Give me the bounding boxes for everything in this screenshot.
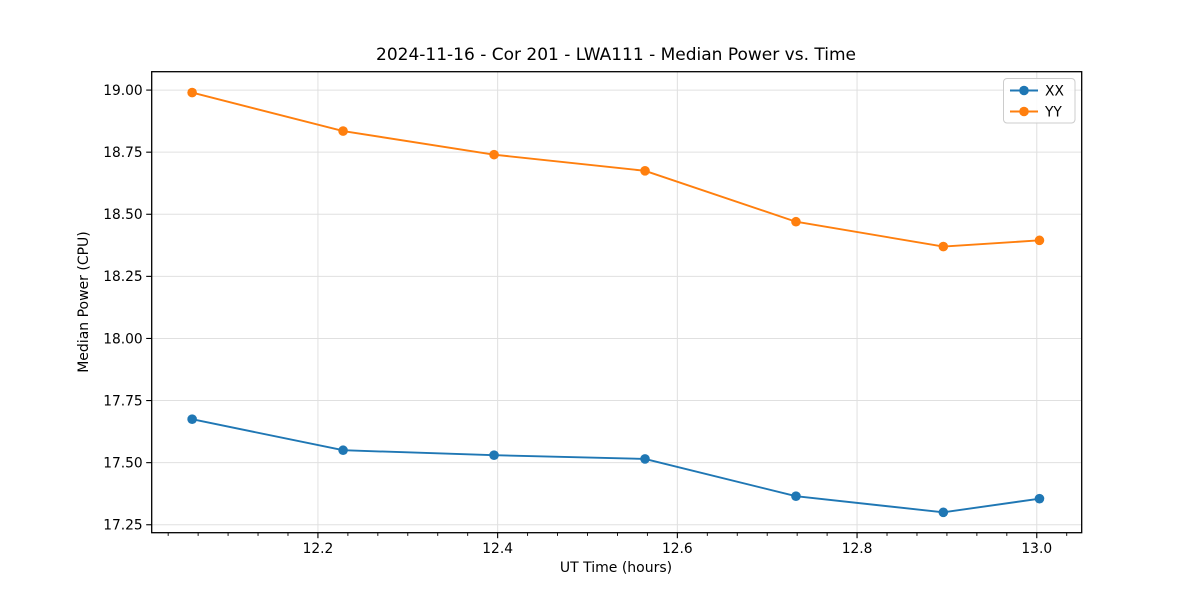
y-tick-label: 18.50 bbox=[103, 207, 143, 223]
y-axis-label: Median Power (CPU) bbox=[76, 231, 92, 373]
y-tick-label: 17.50 bbox=[103, 455, 143, 471]
data-point-yy bbox=[1034, 235, 1045, 246]
series-xx bbox=[187, 414, 1045, 518]
x-tick-label: 12.2 bbox=[303, 541, 334, 557]
x-axis: 12.2 12.4 12.6 12.8 13.0 bbox=[167, 532, 1068, 557]
series-yy-line bbox=[191, 91, 1041, 248]
data-point-yy bbox=[640, 166, 650, 176]
x-tick-label: 12.8 bbox=[842, 541, 873, 557]
x-tick-label: 13.0 bbox=[1021, 541, 1052, 557]
data-point-xx bbox=[187, 414, 197, 424]
data-point-xx bbox=[338, 445, 348, 456]
data-point-yy bbox=[938, 241, 949, 252]
series-yy bbox=[187, 87, 1045, 252]
legend-sample-marker bbox=[1019, 85, 1029, 96]
legend-label: XX bbox=[1045, 83, 1064, 99]
y-tick-label: 18.25 bbox=[103, 269, 143, 285]
x-axis-label: UT Time (hours) bbox=[559, 560, 673, 576]
data-point-xx bbox=[1034, 493, 1045, 504]
chart-title: 2024-11-16 - Cor 201 - LWA111 - Median P… bbox=[376, 45, 856, 65]
x-tick-label: 12.4 bbox=[482, 541, 513, 557]
data-point-yy bbox=[187, 87, 197, 98]
x-tick-label: 12.6 bbox=[662, 541, 693, 557]
y-tick-label: 17.25 bbox=[103, 518, 143, 534]
legend-label: YY bbox=[1044, 104, 1062, 120]
legend-sample-marker bbox=[1019, 106, 1029, 117]
data-point-yy bbox=[489, 149, 499, 160]
legend: XX YY bbox=[1003, 78, 1076, 124]
y-tick-label: 18.75 bbox=[103, 145, 143, 161]
data-point-xx bbox=[640, 454, 650, 464]
data-point-yy bbox=[791, 216, 801, 227]
y-tick-label: 17.75 bbox=[103, 393, 143, 409]
data-point-xx bbox=[791, 491, 801, 501]
y-axis: 17.25 17.50 17.75 18.00 18.25 18.50 18.75 19.00 bbox=[103, 83, 152, 534]
legend-box bbox=[1003, 78, 1076, 124]
plot-border bbox=[151, 71, 1083, 534]
data-point-xx bbox=[938, 507, 949, 518]
data-point-yy bbox=[338, 126, 348, 136]
gridlines bbox=[151, 71, 1082, 533]
y-tick-label: 19.00 bbox=[103, 83, 143, 99]
series-xx-line bbox=[191, 418, 1041, 514]
y-tick-label: 18.00 bbox=[103, 331, 143, 347]
data-point-xx bbox=[489, 450, 499, 461]
